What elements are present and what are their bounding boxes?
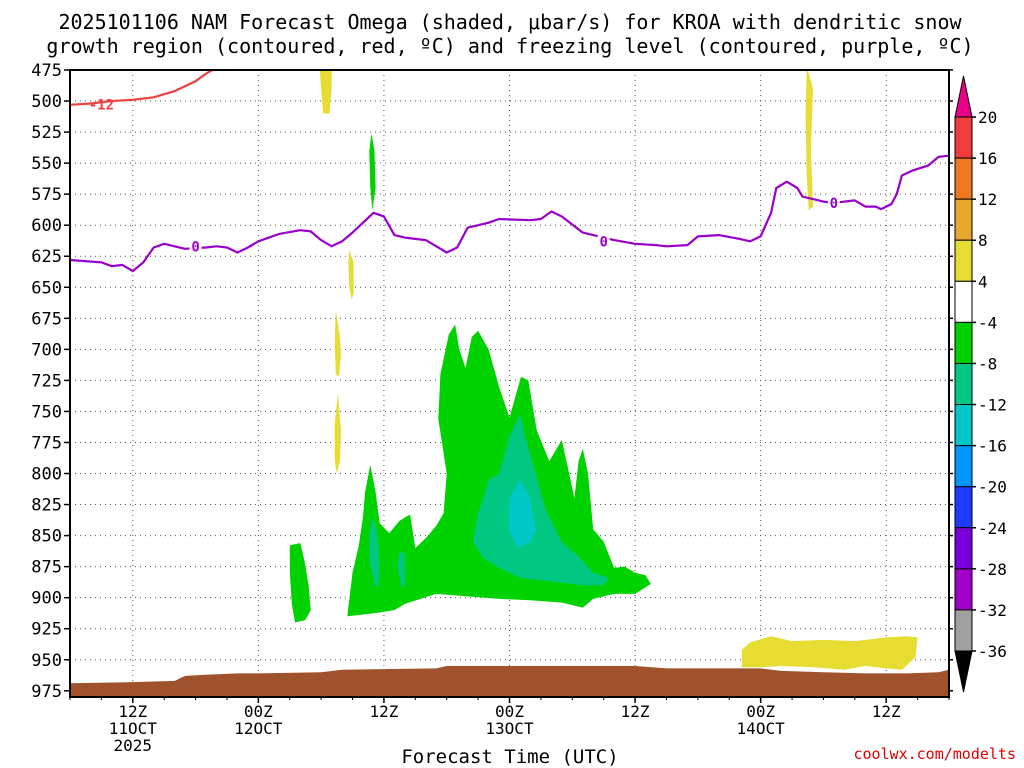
colorbar-label: -4 — [978, 313, 997, 332]
y-tick-label: 500 — [31, 92, 62, 112]
x-tick-label: 00Z — [244, 702, 273, 721]
colorbar-label: 4 — [978, 272, 988, 291]
colorbar-label: 12 — [978, 190, 997, 209]
y-tick-label: 675 — [31, 309, 62, 329]
colorbar-label: -20 — [978, 478, 1007, 497]
y-tick-label: 575 — [31, 185, 62, 205]
y-tick-label: 625 — [31, 247, 62, 267]
freezing-label-bg — [189, 237, 202, 254]
x-tick-label: 2025 — [114, 736, 153, 755]
x-tick-label: 12OCT — [234, 719, 283, 738]
omega-shaded-region — [369, 133, 376, 211]
dgz-contour-label: -12 — [89, 98, 114, 114]
colorbar-swatch — [954, 609, 973, 652]
omega-shaded-region — [334, 309, 341, 377]
chart-title-line1: 2025101106 NAM Forecast Omega (shaded, μ… — [58, 10, 962, 34]
y-tick-label: 850 — [31, 527, 62, 547]
colorbar-label: 16 — [978, 149, 997, 168]
dgz-contour-line — [70, 70, 215, 106]
omega-shaded-region — [741, 636, 918, 670]
colorbar-label: -16 — [978, 437, 1007, 456]
x-tick-label: 11OCT — [109, 719, 158, 738]
colorbar-label: -28 — [978, 560, 1007, 579]
colorbar-swatch — [954, 321, 973, 364]
colorbar-label: 8 — [978, 231, 988, 250]
omega-shaded-region — [472, 413, 609, 586]
colorbar-swatch — [954, 362, 973, 406]
omega-shaded-region — [347, 324, 651, 617]
x-tick-label: 12Z — [118, 702, 147, 721]
y-tick-label: 700 — [31, 340, 62, 360]
dgz-contour-line — [332, 70, 352, 72]
colorbar-swatch — [954, 239, 973, 282]
y-tick-label: 900 — [31, 589, 62, 609]
y-tick-label: 800 — [31, 465, 62, 485]
y-tick-label: 975 — [31, 682, 62, 702]
x-tick-label: 12Z — [621, 702, 650, 721]
y-tick-label: 600 — [31, 216, 62, 236]
omega-shaded-region — [805, 70, 813, 211]
y-tick-label: 550 — [31, 154, 62, 174]
freezing-level-label: 0 — [830, 196, 838, 212]
colorbar: 20 16 12 8 4 -4 -8 -12 -16 -20 -24 -28 -32 -36 — [954, 75, 1007, 693]
x-tick-label: 00Z — [746, 702, 775, 721]
omega-shaded-region — [319, 70, 332, 114]
data-layer: -12 0 0 0 — [70, 60, 949, 697]
colorbar-swatch — [954, 280, 973, 323]
x-tick-label: 12Z — [872, 702, 901, 721]
y-tick-label: 950 — [31, 651, 62, 671]
dgz-contour-line — [593, 60, 656, 65]
terrain-fill — [70, 666, 949, 697]
colorbar-swatch — [954, 116, 973, 159]
colorbar-swatch — [954, 198, 973, 241]
x-tick-label: 00Z — [495, 702, 524, 721]
colorbar-swatch — [954, 568, 973, 611]
colorbar-label: 20 — [978, 108, 997, 127]
y-tick-label: 475 — [31, 61, 62, 81]
omega-shaded-region — [397, 550, 405, 588]
freezing-label-bg — [597, 232, 610, 249]
omega-shaded-region — [334, 392, 341, 474]
colorbar-top-arrow — [954, 75, 973, 118]
omega-shaded-region — [369, 517, 380, 588]
colorbar-bottom-arrow — [954, 650, 973, 693]
colorbar-swatch — [954, 157, 973, 200]
y-tick-label: 775 — [31, 433, 62, 453]
colorbar-swatch — [954, 445, 973, 488]
colorbar-label: -32 — [978, 601, 1007, 620]
colorbar-swatch — [954, 486, 973, 529]
colorbar-swatch — [954, 404, 973, 447]
omega-shaded-region — [508, 479, 536, 548]
y-tick-label: 825 — [31, 496, 62, 516]
colorbar-label: -8 — [978, 354, 997, 373]
y-tick-label: 750 — [31, 402, 62, 422]
y-tick-label: 725 — [31, 371, 62, 391]
y-tick-label: 925 — [31, 620, 62, 640]
y-tick-label: 875 — [31, 558, 62, 578]
colorbar-label: -24 — [978, 519, 1007, 538]
freezing-level-label: 0 — [191, 239, 199, 255]
freezing-level-label: 0 — [599, 234, 607, 250]
omega-shaded-region — [348, 250, 354, 300]
x-tick-label: 12Z — [369, 702, 398, 721]
colorbar-swatch — [954, 527, 973, 570]
y-tick-label: 650 — [31, 278, 62, 298]
colorbar-label: -36 — [978, 642, 1007, 661]
freezing-label-bg — [827, 193, 840, 210]
plot-background — [70, 70, 949, 697]
credit-text: coolwx.com/modelts — [853, 745, 1016, 763]
x-tick-label: 14OCT — [737, 719, 786, 738]
x-axis-label: Forecast Time (UTC) — [401, 746, 618, 768]
y-axis: 475 500 525 550 575 600 625 650 675 700 725 750 775 8… — [31, 61, 953, 702]
omega-shaded-region — [289, 543, 311, 623]
colorbar-label: -12 — [978, 396, 1007, 415]
chart-title-line2: growth region (contoured, red, ºC) and f… — [46, 34, 973, 58]
x-tick-label: 13OCT — [485, 719, 534, 738]
y-tick-label: 525 — [31, 123, 62, 143]
